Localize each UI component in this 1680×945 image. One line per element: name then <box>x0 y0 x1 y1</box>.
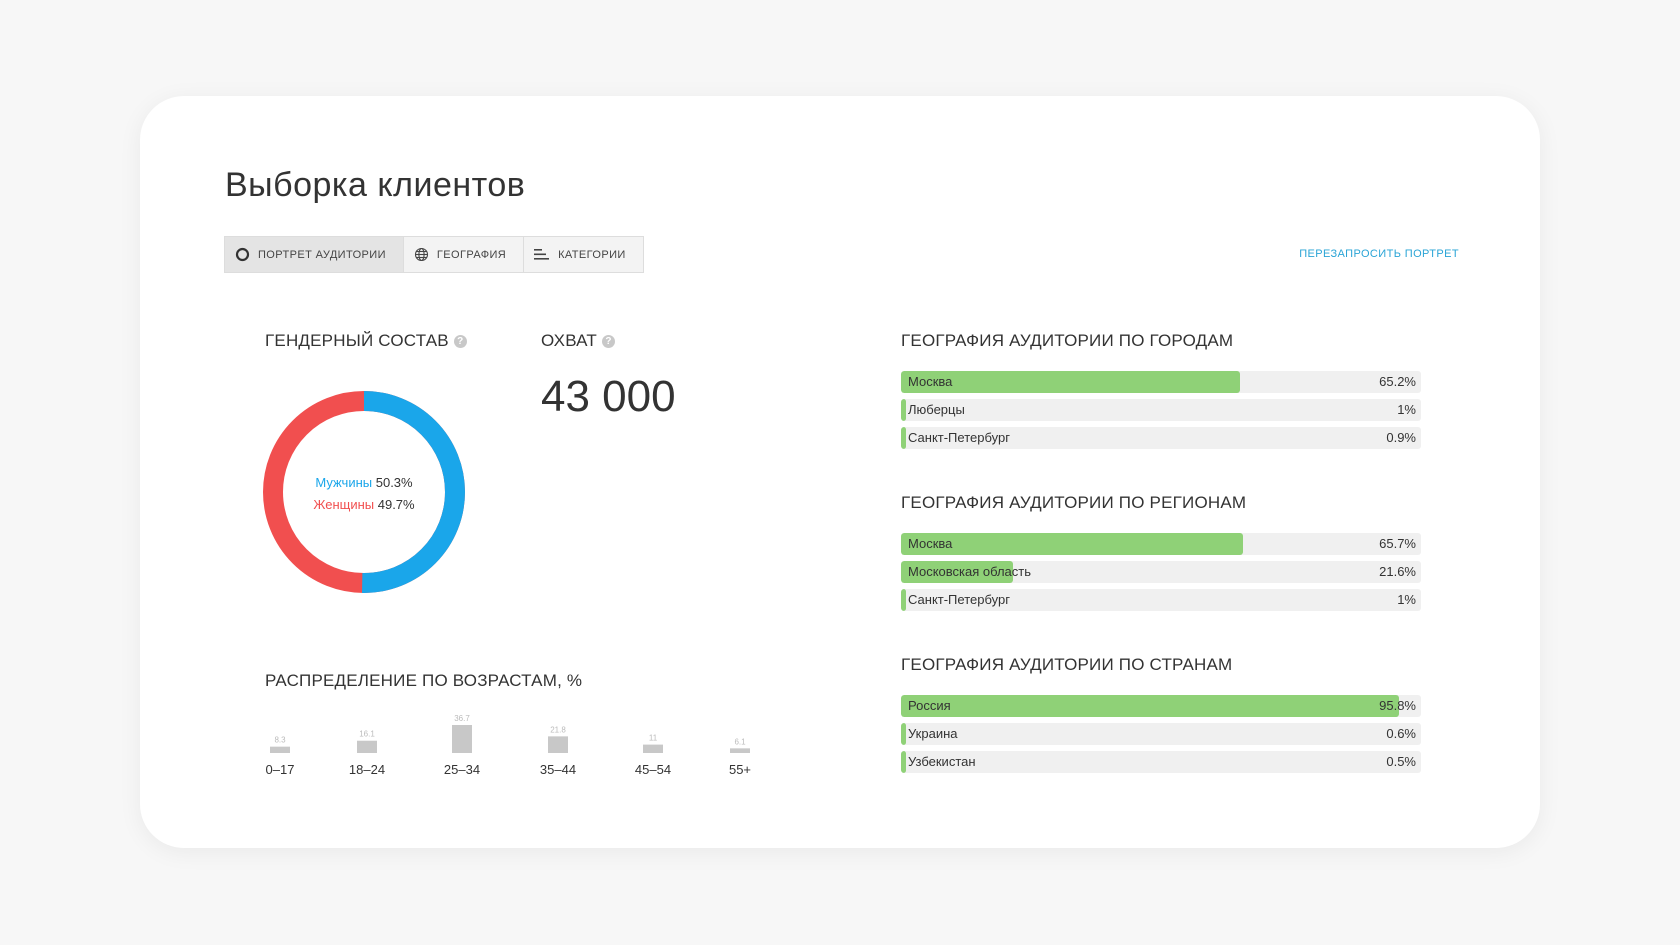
reach-value: 43 000 <box>541 372 676 421</box>
age-value-label: 6.1 <box>734 737 746 746</box>
age-bar <box>357 740 377 753</box>
geo-bar-name: Россия <box>908 698 951 713</box>
geo-bar-percent: 1% <box>1397 402 1416 417</box>
requery-portrait-link[interactable]: ПЕРЕЗАПРОСИТЬ ПОРТРЕТ <box>1299 248 1459 260</box>
geo-bar-percent: 21.6% <box>1379 564 1416 579</box>
geo-countries-list: Россия 95.8% Украина 0.6% Узбекистан 0.5% <box>901 695 1421 779</box>
tab-label: ГЕОГРАФИЯ <box>436 248 507 261</box>
age-heading: РАСПРЕДЕЛЕНИЕ ПО ВОЗРАСТАМ, % <box>265 671 583 690</box>
geo-bar-name: Санкт-Петербург <box>908 592 1010 607</box>
female-value: 49.7% <box>377 497 415 512</box>
tab-geography[interactable]: ГЕОГРАФИЯ <box>404 237 525 272</box>
geo-bar-row: Люберцы 1% <box>901 399 1421 421</box>
question-icon[interactable]: ? <box>601 334 615 348</box>
geo-bar-fill <box>901 371 1241 393</box>
tab-bar: ПОРТРЕТ АУДИТОРИИ ГЕОГРАФИЯ КАТЕГОРИИ <box>224 236 644 273</box>
geo-bar-row: Россия 95.8% <box>901 695 1421 717</box>
geo-regions-heading: ГЕОГРАФИЯ АУДИТОРИИ ПО РЕГИОНАМ <box>901 493 1247 512</box>
female-label: Женщины <box>313 497 375 512</box>
geo-bar-percent: 0.5% <box>1386 754 1416 769</box>
geo-bar-fill <box>901 427 906 449</box>
age-bar <box>730 748 750 753</box>
geo-countries-heading: ГЕОГРАФИЯ АУДИТОРИИ ПО СТРАНАМ <box>901 655 1233 674</box>
age-bar <box>452 725 472 753</box>
age-value-label: 21.8 <box>550 725 566 734</box>
age-value-label: 16.1 <box>359 730 375 739</box>
age-bar <box>548 736 568 753</box>
geo-bar-fill <box>901 695 1400 717</box>
geo-bar-percent: 0.6% <box>1386 726 1416 741</box>
geo-bar-row: Санкт-Петербург 0.9% <box>901 427 1421 449</box>
age-category-label: 0–17 <box>266 762 295 777</box>
gender-legend: Мужчины 50.3% Женщины 49.7% <box>262 472 466 516</box>
tab-label: ПОРТРЕТ АУДИТОРИИ <box>258 248 386 261</box>
bars-icon <box>534 248 550 261</box>
tab-label: КАТЕГОРИИ <box>558 248 626 261</box>
geo-bar-name: Люберцы <box>908 402 965 417</box>
geo-cities-list: Москва 65.2% Люберцы 1% Санкт-Петербург 0.9% <box>901 371 1421 455</box>
geo-bar-percent: 65.7% <box>1379 536 1416 551</box>
geo-regions-list: Москва 65.7% Московская область 21.6% Санкт-… <box>901 533 1421 617</box>
reach-heading-text: ОХВАТ <box>541 331 597 350</box>
geo-bar-row: Москва 65.7% <box>901 533 1421 555</box>
gender-heading-text: ГЕНДЕРНЫЙ СОСТАВ <box>265 331 449 350</box>
geo-bar-fill <box>901 561 1014 583</box>
geo-bar-name: Санкт-Петербург <box>908 430 1010 445</box>
geo-bar-fill <box>901 723 906 745</box>
geo-bar-fill <box>901 533 1243 555</box>
geo-bar-percent: 65.2% <box>1379 374 1416 389</box>
reach-heading: ОХВАТ ? <box>541 331 615 351</box>
geo-bar-row: Санкт-Петербург 1% <box>901 589 1421 611</box>
age-bar <box>643 744 663 753</box>
gender-heading: ГЕНДЕРНЫЙ СОСТАВ ? <box>265 331 467 351</box>
geo-bar-row: Москва 65.2% <box>901 371 1421 393</box>
age-category-label: 45–54 <box>635 762 671 777</box>
age-category-label: 55+ <box>729 762 751 777</box>
tab-audience-portrait[interactable]: ПОРТРЕТ АУДИТОРИИ <box>225 237 404 272</box>
age-category-label: 18–24 <box>349 762 385 777</box>
geo-bar-name: Украина <box>908 726 958 741</box>
client-sample-card <box>140 96 1540 848</box>
geo-bar-percent: 1% <box>1397 592 1416 607</box>
geo-bar-percent: 0.9% <box>1386 430 1416 445</box>
geo-bar-name: Московская область <box>908 564 1032 579</box>
age-value-label: 8.3 <box>274 736 286 745</box>
male-label: Мужчины <box>315 475 373 490</box>
geo-bar-row: Московская область 21.6% <box>901 561 1421 583</box>
age-value-label: 36.7 <box>454 714 470 723</box>
age-bar-chart: 8.3 0–17 16.1 18–24 36.7 25–34 21.8 35–44 11 45–5… <box>266 714 751 777</box>
globe-icon <box>414 247 429 262</box>
tab-categories[interactable]: КАТЕГОРИИ <box>524 237 643 272</box>
age-category-label: 35–44 <box>540 762 576 777</box>
geo-bar-fill <box>901 751 906 773</box>
age-category-label: 25–34 <box>444 762 480 777</box>
geo-bar-row: Украина 0.6% <box>901 723 1421 745</box>
geo-bar-row: Узбекистан 0.5% <box>901 751 1421 773</box>
male-arc <box>263 391 465 593</box>
geo-bar-percent: 95.8% <box>1379 698 1416 713</box>
geo-bar-name: Москва <box>908 536 953 551</box>
question-icon[interactable]: ? <box>453 334 467 348</box>
gender-donut <box>263 391 465 593</box>
geo-bar-fill <box>901 399 907 421</box>
page-title: Выборка клиентов <box>225 166 526 204</box>
male-value: 50.3% <box>375 475 413 490</box>
ring-icon <box>235 247 250 262</box>
geo-bar-name: Узбекистан <box>908 754 976 769</box>
age-value-label: 11 <box>649 734 658 743</box>
geo-bar-name: Москва <box>908 374 953 389</box>
geo-bar-fill <box>901 589 907 611</box>
age-bar <box>270 746 290 753</box>
geo-cities-heading: ГЕОГРАФИЯ АУДИТОРИИ ПО ГОРОДАМ <box>901 331 1234 350</box>
